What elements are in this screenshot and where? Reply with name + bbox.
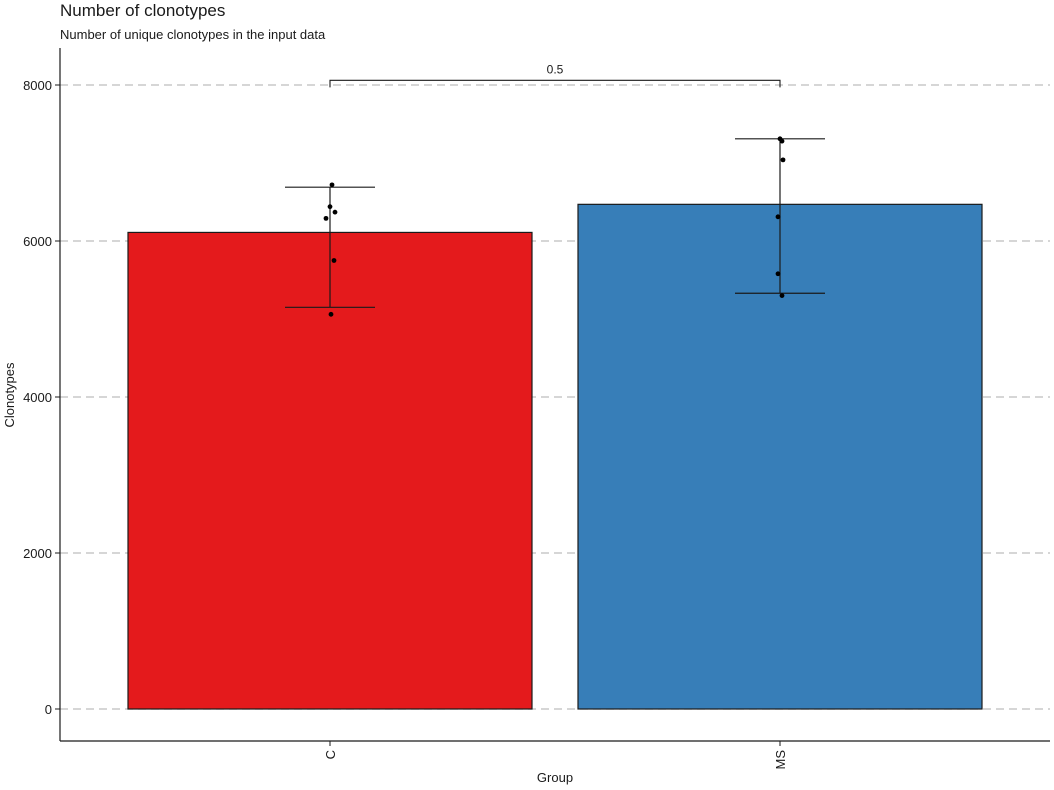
x-tick-label-ms: MS: [773, 750, 788, 770]
data-point: [779, 138, 785, 144]
bars: [127, 203, 983, 710]
significance-line: [329, 79, 781, 88]
y-axis-title: Clonotypes: [2, 362, 17, 428]
y-tick-label: 2000: [23, 546, 52, 561]
data-point: [775, 271, 781, 277]
data-point: [779, 293, 785, 298]
y-tick-label: 4000: [23, 390, 52, 405]
significance-bracket: 0.5: [329, 62, 781, 88]
data-point: [328, 311, 334, 317]
y-tick-label: 6000: [23, 234, 52, 249]
significance-label: 0.5: [547, 62, 564, 76]
data-point: [332, 209, 338, 215]
x-tick-label-c: C: [323, 750, 338, 759]
y-tick-label: 8000: [23, 78, 52, 93]
data-point: [780, 157, 786, 163]
y-tick-label: 0: [45, 702, 52, 717]
axes: 0 2000 4000 6000 8000 C MS: [23, 48, 1050, 770]
chart-subtitle: Number of unique clonotypes in the input…: [60, 27, 326, 42]
data-point: [775, 214, 781, 220]
data-point: [329, 182, 335, 188]
data-points: [323, 136, 786, 317]
x-axis-title: Group: [537, 770, 573, 785]
bar-c: [127, 231, 533, 710]
data-point: [327, 204, 333, 210]
data-point: [331, 258, 337, 263]
data-point: [323, 215, 329, 221]
chart-title: Number of clonotypes: [60, 1, 226, 20]
